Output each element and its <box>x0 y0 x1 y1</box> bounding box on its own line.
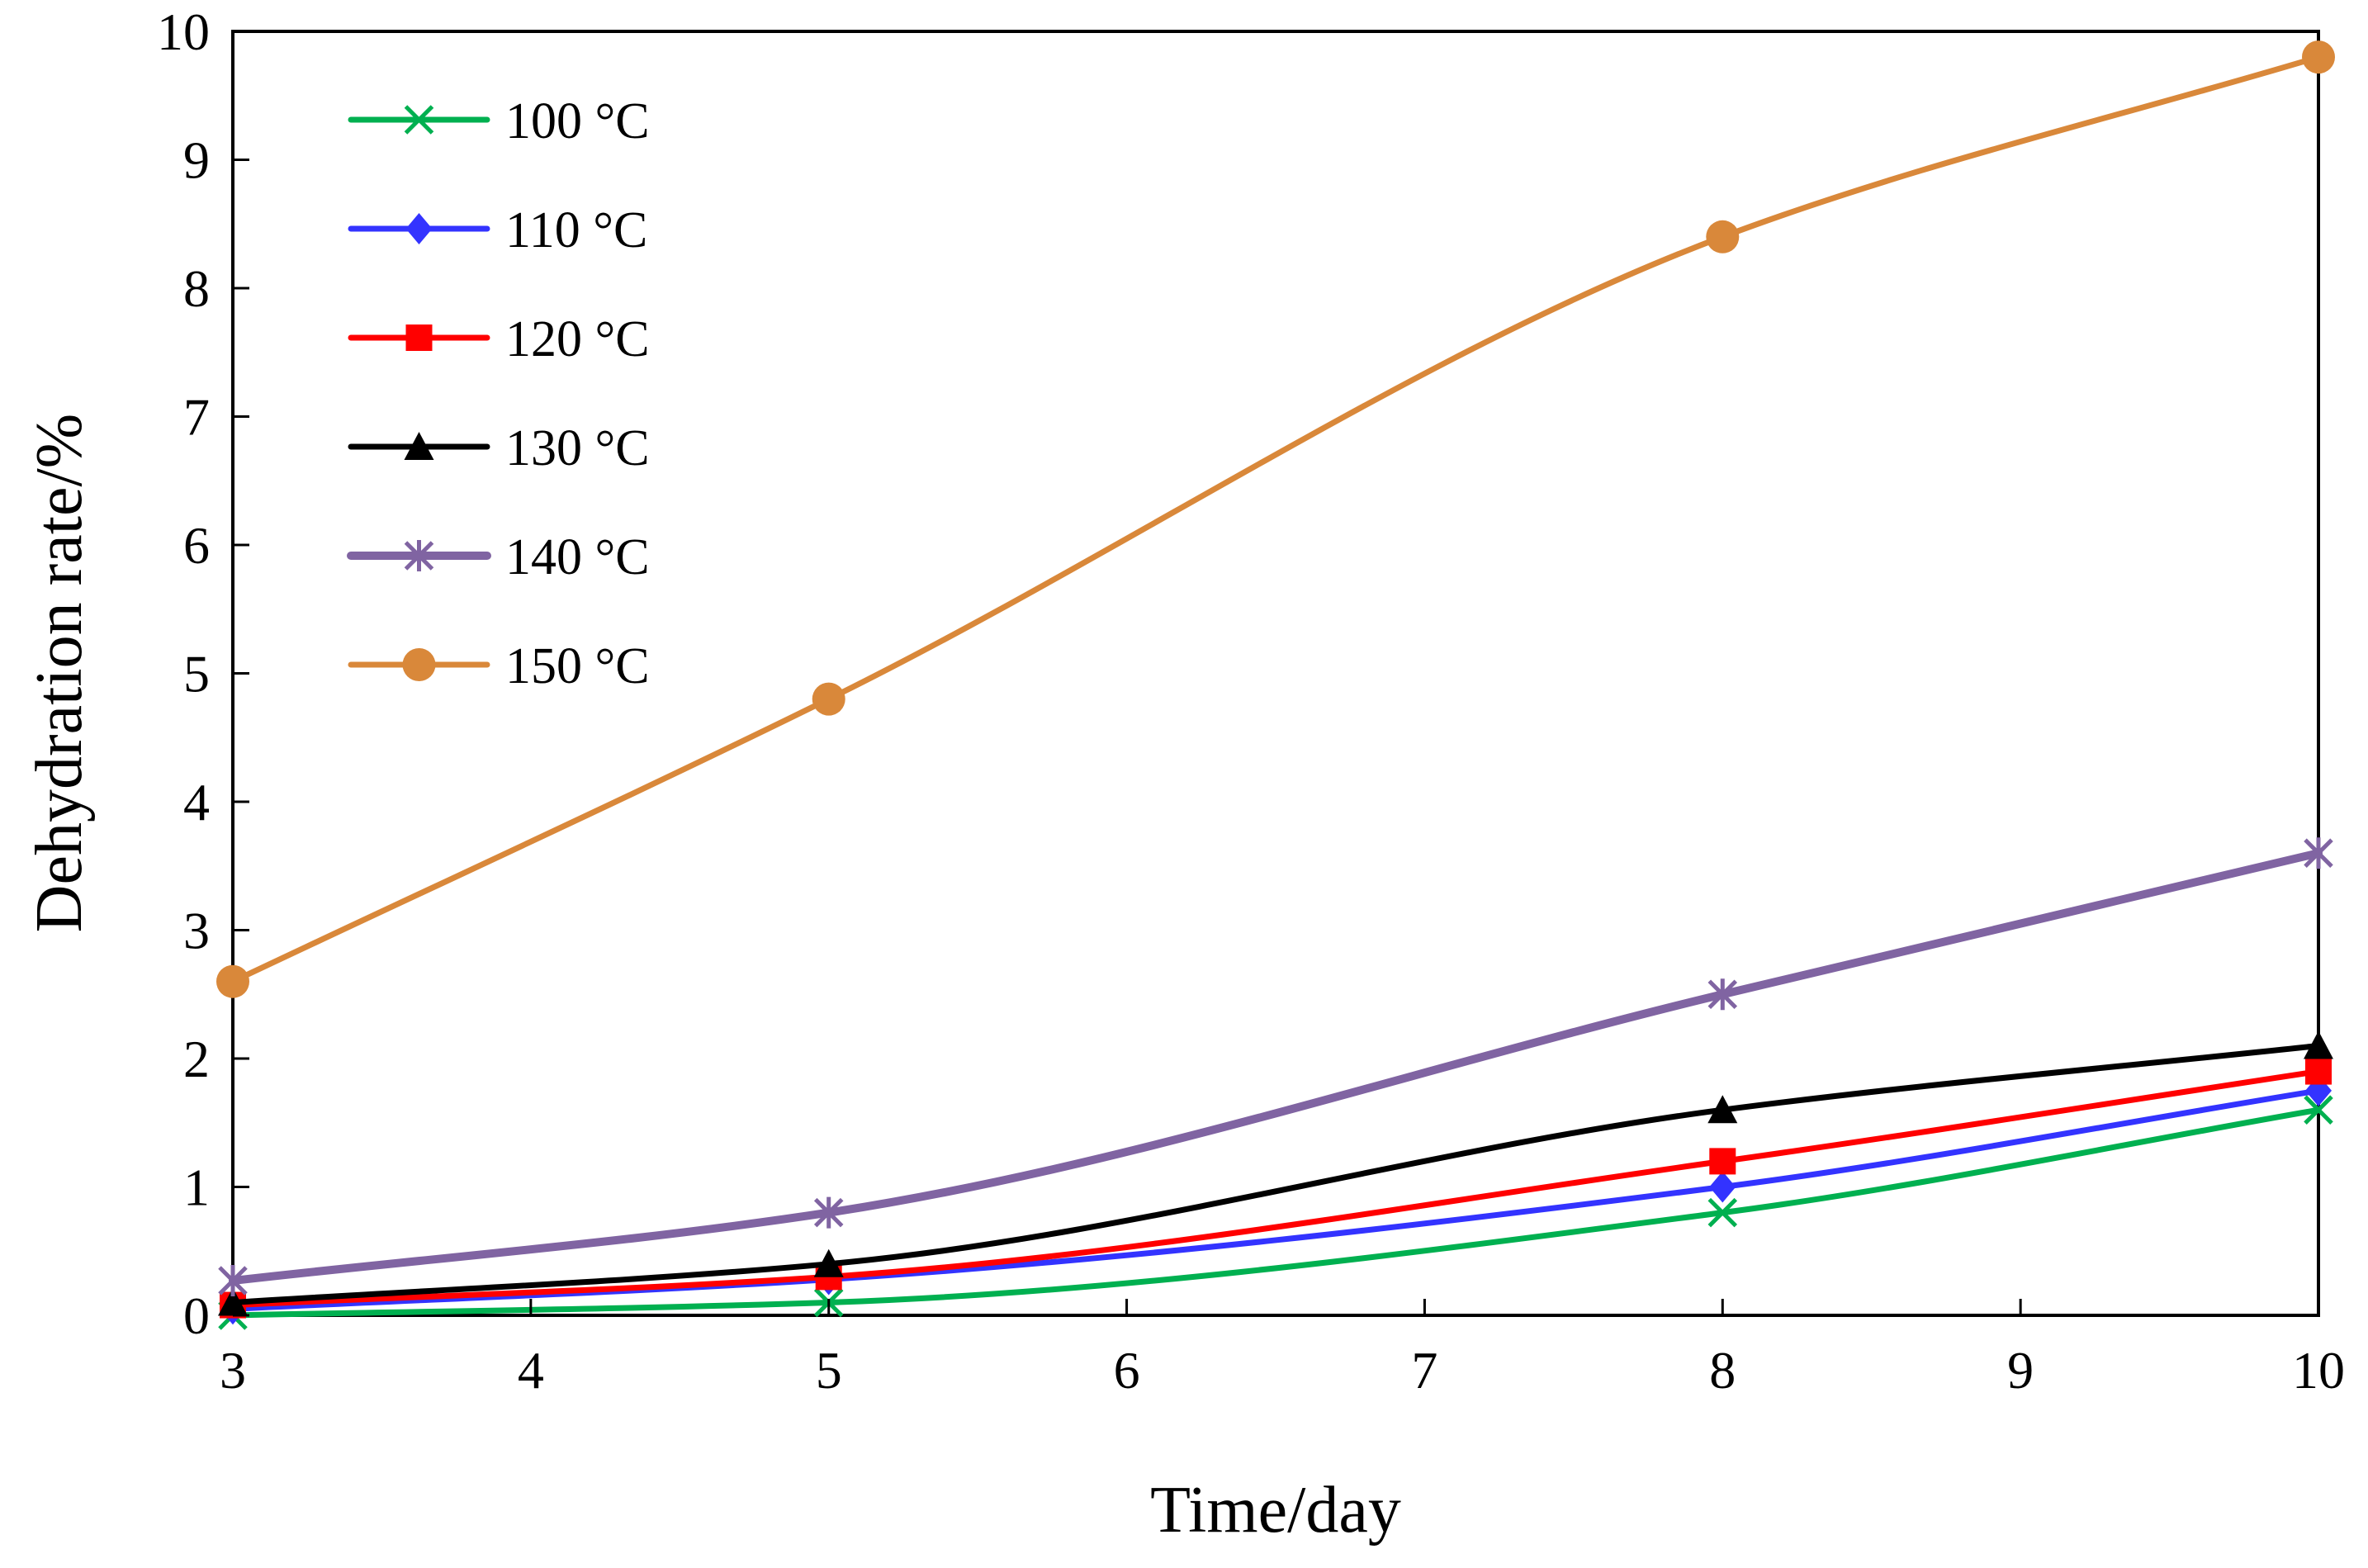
x-tick-label: 10 <box>2292 1341 2345 1400</box>
x-tick-label: 6 <box>1114 1341 1140 1400</box>
legend-item: 150 °C <box>348 638 650 694</box>
y-tick-label: 0 <box>183 1286 210 1345</box>
data-point <box>2302 40 2335 74</box>
series-line <box>230 1106 2322 1319</box>
data-point <box>218 1265 248 1297</box>
x-tick-label: 8 <box>1709 1341 1736 1400</box>
data-point <box>216 964 249 998</box>
legend-label: 120 °C <box>505 311 650 367</box>
legend-marker <box>402 648 436 681</box>
y-tick-label: 10 <box>157 2 210 61</box>
series-line <box>230 1042 2322 1305</box>
series-0 <box>218 1095 2333 1330</box>
series-4 <box>218 837 2333 1297</box>
legend-marker <box>405 324 433 351</box>
series-5 <box>216 40 2335 998</box>
y-tick-label: 2 <box>183 1030 210 1088</box>
data-point <box>812 682 845 716</box>
series-3 <box>218 1030 2333 1316</box>
y-axis-title: Dehydration rate/% <box>23 414 96 933</box>
data-point <box>1709 1171 1736 1203</box>
y-tick-label: 1 <box>183 1158 210 1217</box>
legend-item: 110 °C <box>348 202 647 258</box>
legend-label: 140 °C <box>505 529 650 585</box>
series-line <box>230 1087 2322 1312</box>
data-point <box>2304 837 2333 869</box>
y-tick-label: 4 <box>183 773 210 831</box>
data-point <box>2305 1058 2332 1085</box>
legend-marker <box>405 213 433 244</box>
data-point <box>1707 1197 1738 1228</box>
legend-item: 100 °C <box>348 93 650 149</box>
y-tick-label: 6 <box>183 516 210 575</box>
y-tick-label: 7 <box>183 388 210 447</box>
x-tick-label: 3 <box>220 1341 246 1400</box>
x-tick-label: 7 <box>1411 1341 1437 1400</box>
y-tick-label: 9 <box>183 131 210 190</box>
series-line <box>230 1068 2322 1309</box>
legend-label: 130 °C <box>505 420 650 476</box>
legend-marker <box>404 540 434 571</box>
legend-item: 120 °C <box>348 311 650 367</box>
data-point <box>2304 1095 2333 1125</box>
y-tick-label: 5 <box>183 645 210 703</box>
data-point <box>2304 1030 2333 1059</box>
x-tick-label: 4 <box>518 1341 544 1400</box>
data-point <box>1707 978 1738 1011</box>
legend-marker <box>404 432 434 460</box>
data-point <box>813 1196 844 1229</box>
legend-label: 150 °C <box>505 638 650 694</box>
x-axis-title: Time/day <box>1150 1474 1401 1547</box>
legend-label: 110 °C <box>505 202 647 258</box>
data-point <box>1706 220 1740 253</box>
series-line <box>229 849 2323 1286</box>
data-point <box>813 1248 844 1277</box>
series-group <box>216 40 2335 1330</box>
y-axis-ticks: 0 1 2 3 4 5 6 7 8 9 10 <box>157 2 249 1345</box>
y-tick-label: 8 <box>183 259 210 318</box>
legend-item: 140 °C <box>347 529 650 585</box>
y-tick-label: 3 <box>183 902 210 960</box>
x-tick-label: 9 <box>2007 1341 2034 1400</box>
legend-item: 130 °C <box>348 420 650 476</box>
data-point <box>1709 1148 1736 1175</box>
x-tick-label: 5 <box>816 1341 842 1400</box>
data-point <box>1707 1095 1738 1124</box>
x-axis-ticks: 3 4 5 6 7 8 9 10 <box>220 1299 2345 1400</box>
series-2 <box>220 1058 2332 1319</box>
legend-marker <box>404 105 434 135</box>
legend-label: 100 °C <box>505 93 650 149</box>
series-line <box>230 54 2322 985</box>
legend: 100 °C 110 °C 120 °C 130 °C 140 °C 150 °C <box>347 93 650 694</box>
